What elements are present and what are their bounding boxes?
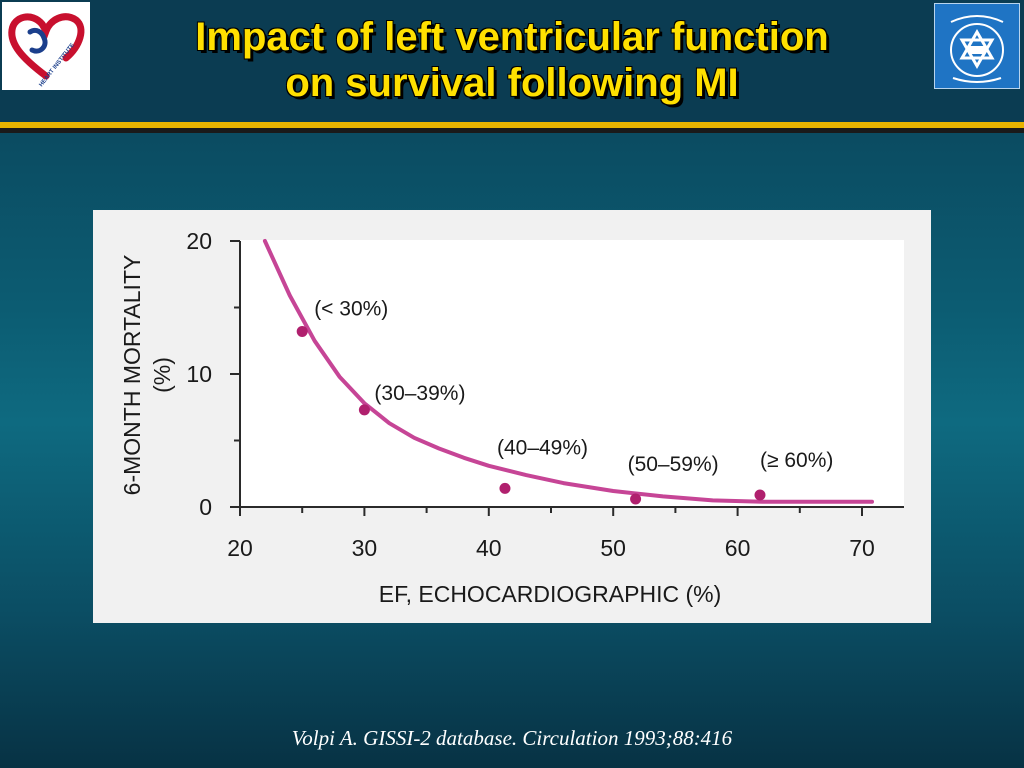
plot-area — [240, 240, 904, 508]
fit-curve — [262, 239, 874, 504]
star-of-david-emblem-icon — [934, 3, 1020, 89]
title-line-2: on survival following MI — [285, 61, 739, 105]
data-point-label: (40–49%) — [497, 436, 588, 459]
x-tick-label: 40 — [476, 535, 502, 561]
title-line-1: Impact of left ventricular function — [195, 15, 829, 59]
x-tick-label: 30 — [352, 535, 378, 561]
data-point-label: (≥ 60%) — [760, 449, 833, 472]
data-point — [754, 489, 766, 501]
data-point-label: (< 30%) — [314, 297, 388, 320]
y-tick-label: 10 — [186, 361, 212, 387]
data-point — [296, 325, 308, 337]
header-dark-rule — [0, 128, 1024, 133]
x-tick-label: 20 — [227, 535, 253, 561]
fit-curve-layer — [262, 239, 874, 504]
data-point — [358, 404, 370, 416]
y-axis-label: 6-MONTH MORTALITY — [119, 255, 145, 496]
citation: Volpi A. GISSI-2 database. Circulation 1… — [291, 726, 733, 750]
heart-logo-icon: HEART INSTITUTE — [2, 2, 90, 90]
header-gold-rule — [0, 122, 1024, 128]
x-axis-label: EF, ECHOCARDIOGRAPHIC (%) — [379, 581, 721, 607]
slide-header — [0, 0, 1024, 122]
slide-title: Impact of left ventricular function on s… — [110, 14, 914, 106]
x-tick-label: 70 — [849, 535, 875, 561]
data-point-label: (50–59%) — [628, 453, 719, 476]
x-tick-label: 50 — [600, 535, 626, 561]
data-point — [630, 493, 642, 505]
y-tick-label: 20 — [186, 228, 212, 254]
data-point — [499, 482, 511, 494]
y-tick-label: 0 — [199, 494, 212, 520]
x-tick-label: 60 — [725, 535, 751, 561]
chart-axes: 20 30 40 50 60 70 0 10 20 — [186, 228, 904, 561]
data-points-layer: (< 30%) (30–39%) (40–49%) (50–59%) (≥ 60%) — [296, 297, 833, 505]
y-axis-unit-label: (%) — [149, 357, 175, 393]
data-point-label: (30–39%) — [374, 382, 465, 405]
